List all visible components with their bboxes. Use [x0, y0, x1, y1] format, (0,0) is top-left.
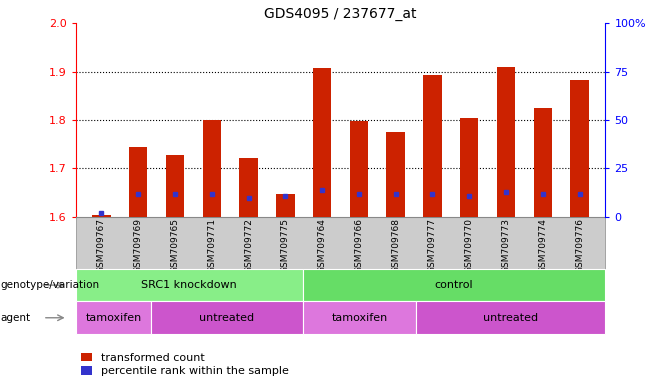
Bar [203, 120, 221, 217]
Text: SRC1 knockdown: SRC1 knockdown [141, 280, 237, 290]
Text: untreated: untreated [199, 313, 255, 323]
Bar [570, 80, 589, 217]
Bar [166, 155, 184, 217]
Bar [276, 194, 295, 217]
Bar [313, 68, 332, 217]
Bar [92, 215, 111, 217]
Text: tamoxifen: tamoxifen [86, 313, 141, 323]
Bar [460, 118, 478, 217]
Text: genotype/variation: genotype/variation [1, 280, 100, 290]
Text: tamoxifen: tamoxifen [332, 313, 388, 323]
Text: control: control [435, 280, 473, 290]
Bar [534, 108, 552, 217]
Bar [349, 121, 368, 217]
Legend: transformed count, percentile rank within the sample: transformed count, percentile rank withi… [81, 353, 289, 376]
Text: agent: agent [1, 313, 31, 323]
Text: untreated: untreated [483, 313, 538, 323]
Bar [386, 132, 405, 217]
Bar [497, 67, 515, 217]
Bar [423, 75, 442, 217]
Bar [129, 147, 147, 217]
Title: GDS4095 / 237677_at: GDS4095 / 237677_at [265, 7, 417, 21]
Bar [240, 158, 258, 217]
